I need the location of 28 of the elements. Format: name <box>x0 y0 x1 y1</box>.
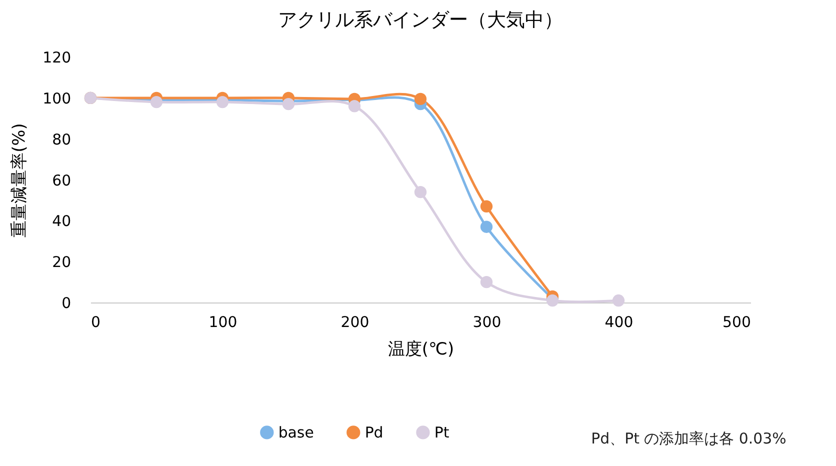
legend-label: base <box>278 423 314 442</box>
y-tick-label: 120 <box>42 48 72 66</box>
point <box>414 92 427 106</box>
x-tick-label: 100 <box>208 312 238 331</box>
point <box>348 100 361 112</box>
x-tick-label: 0 <box>90 312 100 331</box>
point <box>480 200 493 212</box>
legend-label: Pt <box>434 423 450 442</box>
y-tick-label: 100 <box>42 89 72 108</box>
y-tick-label: 20 <box>52 253 72 272</box>
point <box>414 186 427 198</box>
x-tick-label: 200 <box>340 312 370 331</box>
point <box>612 294 625 307</box>
x-tick-label: 400 <box>604 312 634 331</box>
x-tick-label: 500 <box>722 312 752 331</box>
y-tick-label: 0 <box>62 294 72 312</box>
y-tick-label: 80 <box>52 130 72 148</box>
x-axis-title: 温度(℃) <box>388 338 454 359</box>
point <box>282 98 295 110</box>
y-axis-title: 重量減量率(%) <box>8 123 29 238</box>
text: Pd、Pt の添加率は各 0.03% <box>591 430 786 448</box>
x-tick-label: 300 <box>472 312 502 331</box>
legend-label: Pd <box>364 423 384 442</box>
point <box>480 276 493 288</box>
chart-title: アクリル系バインダー（大気中） <box>278 9 563 32</box>
y-tick-label: 60 <box>52 171 72 190</box>
y-tick-label: 40 <box>52 212 72 230</box>
point <box>480 220 493 233</box>
